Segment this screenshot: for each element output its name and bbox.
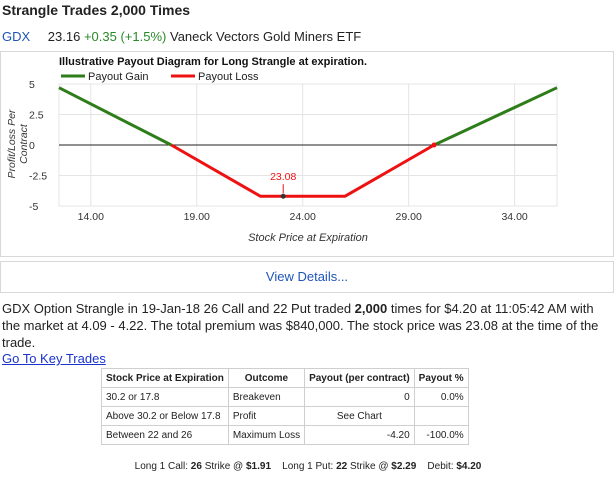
x-axis-label: Stock Price at Expiration: [248, 232, 368, 244]
y-tick-label: 0: [29, 140, 35, 152]
call-strike-word: Strike @: [201, 461, 246, 472]
payout-gain-line: [433, 86, 558, 147]
cell-stock-price: Between 22 and 26: [101, 425, 229, 445]
cell-outcome: Maximum Loss: [227, 425, 306, 445]
trade-description: GDX Option Strangle in 19-Jan-18 26 Call…: [2, 300, 612, 351]
col-header-payout: Payout (per contract): [304, 368, 415, 388]
table-header-row: Stock Price at Expiration Outcome Payout…: [101, 368, 469, 388]
debit-label: Debit:: [427, 461, 457, 472]
view-details-link[interactable]: View Details...: [0, 261, 614, 293]
put-price: $2.29: [391, 461, 417, 472]
payout-chart-panel: Illustrative Payout Diagram for Long Str…: [0, 51, 614, 257]
payout-gain-line: [58, 86, 172, 147]
quote-bar: GDX 23.16 +0.35 (+1.5%) Vaneck Vectors G…: [2, 29, 361, 44]
security-name: Vaneck Vectors Gold Miners ETF: [169, 29, 362, 44]
col-header-stock-price: Stock Price at Expiration: [101, 368, 229, 388]
cell-payout: 0: [304, 387, 415, 407]
price-change: +0.35 (+1.5%): [83, 29, 167, 44]
call-strike: 26: [190, 461, 202, 472]
description-part1: GDX Option Strangle in 19-Jan-18 26 Call…: [2, 301, 355, 316]
cell-payout-pct: -100.0%: [413, 425, 469, 445]
trade-count: 2,000: [354, 301, 388, 316]
col-header-outcome: Outcome: [227, 368, 306, 388]
page-title: Strangle Trades 2,000 Times: [2, 2, 191, 18]
y-tick-label: 2.5: [29, 110, 44, 122]
x-tick-label: 24.00: [290, 211, 316, 223]
cell-stock-price: 30.2 or 17.8: [101, 387, 229, 407]
cell-outcome: Profit: [227, 406, 306, 426]
x-tick-label: 14.00: [78, 211, 104, 223]
table-row: Above 30.2 or Below 17.8 Profit See Char…: [101, 406, 469, 426]
price-marker: [431, 142, 437, 148]
description-part2: times for $4.20 at 11:05:42 AM with the …: [2, 301, 599, 350]
x-tick-label: 34.00: [501, 211, 527, 223]
call-label: Long 1 Call:: [134, 461, 191, 472]
put-strike: 22: [336, 461, 348, 472]
chart-title: Illustrative Payout Diagram for Long Str…: [59, 56, 367, 68]
table-row: Between 22 and 26 Maximum Loss -4.20 -10…: [101, 425, 469, 445]
cell-payout: -4.20: [304, 425, 415, 445]
legend-label-gain: Payout Gain: [88, 71, 149, 83]
cell-payout-pct: [413, 406, 469, 426]
y-tick-label: -2.5: [29, 171, 47, 183]
put-strike-word: Strike @: [347, 461, 392, 472]
cell-stock-price: Above 30.2 or Below 17.8: [101, 406, 229, 426]
ticker-symbol-link[interactable]: GDX: [2, 29, 31, 44]
x-tick-label: 19.00: [184, 211, 210, 223]
put-label: Long 1 Put:: [282, 461, 337, 472]
payout-table: Stock Price at Expiration Outcome Payout…: [101, 368, 469, 445]
last-price: 23.16: [47, 29, 81, 44]
table-row: 30.2 or 17.8 Breakeven 0 0.0%: [101, 387, 469, 407]
debit-value: $4.20: [456, 461, 482, 472]
x-tick-label: 29.00: [396, 211, 422, 223]
cell-payout-pct: 0.0%: [413, 387, 469, 407]
call-price: $1.91: [245, 461, 272, 472]
y-axis-label-line2: Contract: [18, 123, 30, 164]
current-price-label: 23.08: [270, 171, 296, 183]
y-tick-label: -5: [29, 201, 38, 213]
y-axis-label-line1: Profit/Loss Per: [6, 109, 18, 178]
payout-diagram: Illustrative Payout Diagram for Long Str…: [6, 56, 558, 244]
legend-label-loss: Payout Loss: [198, 71, 259, 83]
payout-loss-line: [170, 143, 435, 198]
col-header-payout-pct: Payout %: [413, 368, 469, 388]
price-marker: [280, 193, 286, 199]
cell-payout: See Chart: [304, 406, 415, 426]
strategy-summary: Long 1 Call: 26 Strike @ $1.91 Long 1 Pu…: [0, 461, 616, 472]
key-trades-link[interactable]: Go To Key Trades: [2, 351, 106, 366]
y-axis-label: Profit/Loss Per Contract: [6, 109, 30, 178]
y-tick-label: 5: [29, 79, 35, 91]
cell-outcome: Breakeven: [227, 387, 306, 407]
